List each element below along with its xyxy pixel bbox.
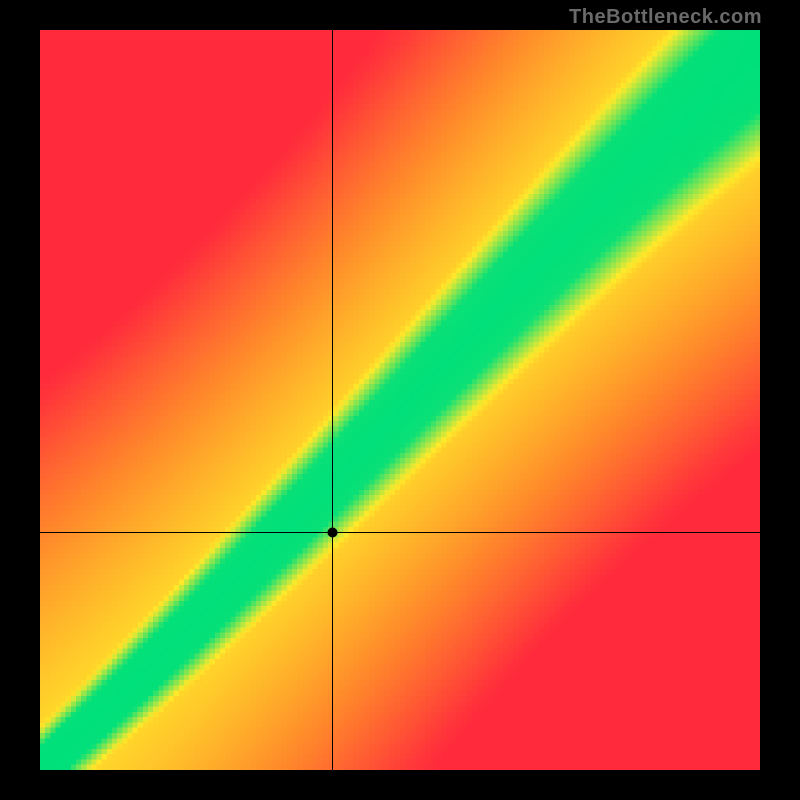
crosshair-overlay <box>40 30 760 770</box>
watermark-text: TheBottleneck.com <box>569 6 762 29</box>
chart-container: TheBottleneck.com <box>0 0 800 800</box>
